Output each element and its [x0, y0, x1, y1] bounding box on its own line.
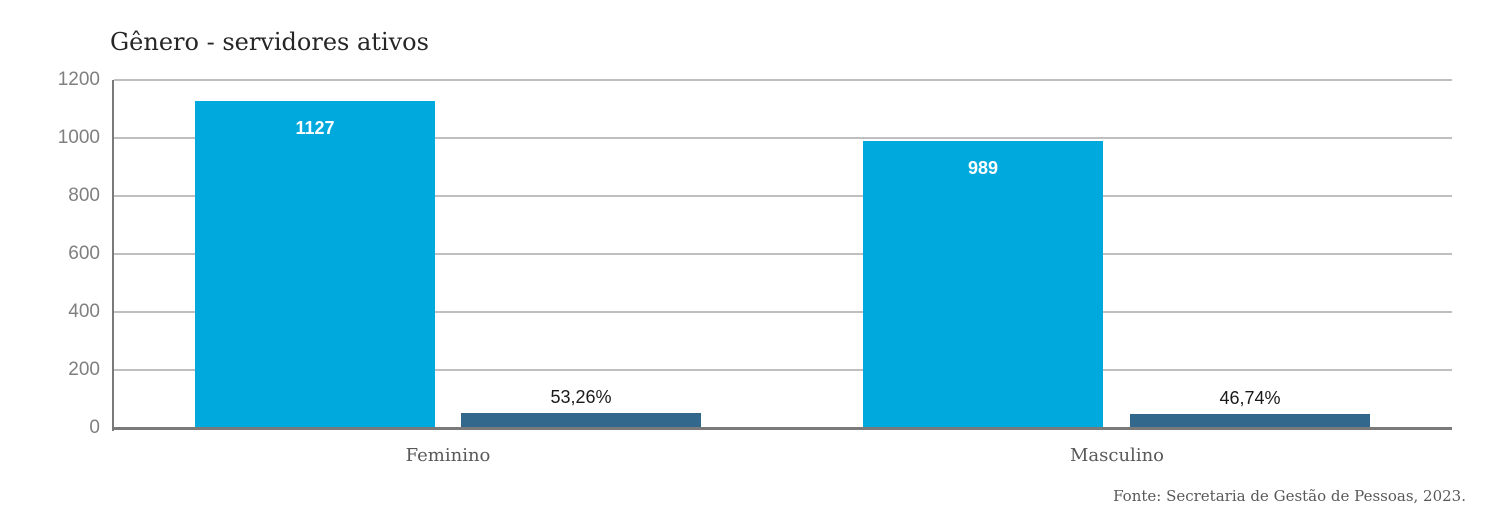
y-axis-line: [112, 80, 114, 431]
x-axis-line: [112, 427, 1452, 430]
chart-title: Gênero - servidores ativos: [110, 28, 429, 56]
gridline-200: [114, 369, 1452, 371]
bar-masculino-servidores: 989: [863, 141, 1103, 428]
bar-feminino-percentual: 53,26%: [461, 387, 701, 428]
bar-value-label-feminino-servidores: 1127: [295, 118, 335, 139]
gridline-1200: [114, 79, 1452, 81]
y-tick-label-200: 200: [68, 359, 100, 380]
y-tick-label-1200: 1200: [57, 69, 100, 90]
y-tick-label-0: 0: [89, 417, 100, 438]
plot-area: 0 200 400 600 800 1000 1200 1127 53,26% Feminino 9…: [58, 69, 1452, 466]
bar-masculino-percentual: 46,74%: [1130, 388, 1370, 428]
bar-feminino-servidores: 1127: [195, 101, 435, 428]
source-note: Fonte: Secretaria de Gestão de Pessoas, …: [1113, 487, 1466, 505]
category-label-masculino: Masculino: [1069, 445, 1165, 466]
category-label-feminino: Feminino: [405, 445, 491, 466]
gridline-800: [114, 195, 1452, 197]
y-tick-label-1000: 1000: [57, 127, 100, 148]
y-tick-label-400: 400: [68, 301, 100, 322]
bar-value-label-masculino-servidores: 989: [967, 158, 999, 179]
gridline-600: [114, 253, 1452, 255]
y-tick-label-600: 600: [68, 243, 100, 264]
y-tick-label-800: 800: [68, 185, 100, 206]
gridline-400: [114, 311, 1452, 313]
gridline-1000: [114, 137, 1452, 139]
bar-value-label-masculino-percentual: 46,74%: [1219, 388, 1281, 409]
bar-value-label-feminino-percentual: 53,26%: [550, 386, 612, 407]
